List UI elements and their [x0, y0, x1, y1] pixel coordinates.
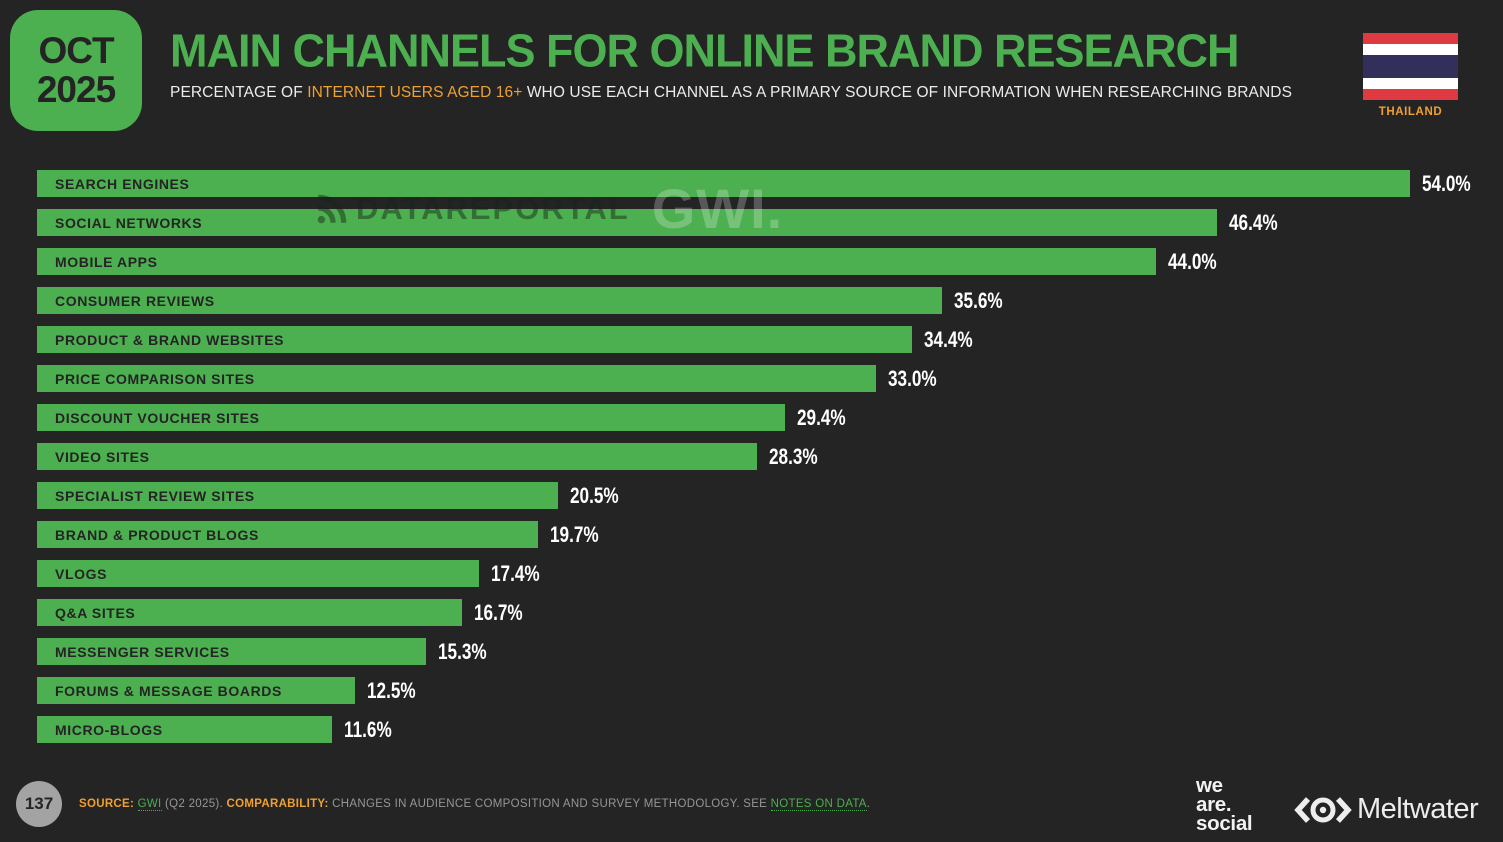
bar-value-label: 46.4% [1228, 209, 1278, 235]
chart-row: SPECIALIST REVIEW SITES 20.5% [37, 482, 1410, 509]
bar-category-label: PRICE COMPARISON SITES [55, 370, 255, 387]
bar-value-label: 35.6% [954, 287, 1003, 313]
flag-stripe-white-top [1363, 44, 1458, 56]
subtitle-prefix: PERCENTAGE OF [170, 84, 308, 101]
bar: SOCIAL NETWORKS [37, 209, 1217, 236]
bar-value-label: 44.0% [1167, 248, 1217, 274]
bar-value-label: 17.4% [491, 560, 541, 586]
bar-category-label: VLOGS [55, 565, 108, 582]
bar-category-label: SPECIALIST REVIEW SITES [55, 487, 255, 504]
date-badge-month: OCT [38, 29, 114, 71]
flag-stripe-red-top [1363, 33, 1458, 45]
source-label: SOURCE: [79, 798, 135, 810]
bar-category-label: SEARCH ENGINES [55, 175, 190, 192]
chart-row: SEARCH ENGINES 54.0% [37, 170, 1471, 197]
bar-category-label: CONSUMER REVIEWS [55, 292, 215, 309]
chart-row: Q&A SITES 16.7% [37, 599, 1410, 626]
bar: CONSUMER REVIEWS [37, 287, 943, 314]
we-are-social-logo: we are. social [1196, 774, 1253, 835]
date-badge: OCT 2025 [10, 10, 142, 131]
bar-value-label: 12.5% [366, 677, 416, 703]
bar-value-label: 16.7% [473, 599, 523, 625]
thailand-flag-icon [1363, 33, 1458, 101]
chart-row: MOBILE APPS 44.0% [37, 248, 1410, 275]
source-note: SOURCE: GWI (Q2 2025). COMPARABILITY: CH… [79, 798, 871, 811]
chart-row: SOCIAL NETWORKS 46.4% [37, 209, 1410, 236]
bar-category-label: MOBILE APPS [55, 253, 158, 270]
bar-value-label: 20.5% [570, 482, 619, 508]
bar-value-label: 54.0% [1422, 170, 1471, 196]
bar-category-label: DISCOUNT VOUCHER SITES [55, 409, 260, 426]
bar-chart: SEARCH ENGINES 54.0% SOCIAL NETWORKS 46.… [37, 170, 1471, 755]
chart-row: BRAND & PRODUCT BLOGS 19.7% [37, 521, 1410, 548]
bar: SEARCH ENGINES [37, 170, 1410, 197]
source-gwi-link[interactable]: GWI [137, 798, 162, 811]
bar: VIDEO SITES [37, 443, 757, 470]
meltwater-logo: Meltwater [1294, 793, 1479, 826]
was-line-3: social [1196, 812, 1253, 835]
chart-row: VIDEO SITES 28.3% [37, 443, 1410, 470]
source-detail: (Q2 2025). [161, 798, 227, 810]
bar-category-label: Q&A SITES [55, 604, 136, 621]
flag-stripe-red-bottom [1363, 88, 1458, 101]
bar-value-label: 15.3% [438, 638, 487, 664]
comparability-text: CHANGES IN AUDIENCE COMPOSITION AND SURV… [328, 798, 771, 810]
notes-on-data-link[interactable]: NOTES ON DATA [770, 798, 867, 811]
bar-category-label: PRODUCT & BRAND WEBSITES [55, 331, 285, 348]
was-line-1: we [1196, 774, 1223, 797]
bar-value-label: 28.3% [768, 443, 818, 469]
bar-value-label: 11.6% [343, 716, 392, 742]
bar: BRAND & PRODUCT BLOGS [37, 521, 538, 548]
chart-row: DISCOUNT VOUCHER SITES 29.4% [37, 404, 1410, 431]
bar: MICRO-BLOGS [37, 716, 332, 743]
bar-category-label: MICRO-BLOGS [55, 721, 163, 738]
page-subtitle: PERCENTAGE OF INTERNET USERS AGED 16+ WH… [170, 84, 1292, 102]
chart-row: FORUMS & MESSAGE BOARDS 12.5% [37, 677, 1410, 704]
bar: MESSENGER SERVICES [37, 638, 426, 665]
page-number-badge: 137 [16, 781, 62, 827]
sentence-end: . [866, 798, 871, 810]
chart-row: PRODUCT & BRAND WEBSITES 34.4% [37, 326, 1410, 353]
was-line-2: are. [1196, 793, 1232, 816]
bar: DISCOUNT VOUCHER SITES [37, 404, 785, 431]
subtitle-suffix: WHO USE EACH CHANNEL AS A PRIMARY SOURCE… [522, 84, 1293, 101]
meltwater-eye-icon [1294, 796, 1352, 823]
bar-category-label: BRAND & PRODUCT BLOGS [55, 526, 259, 543]
bar: FORUMS & MESSAGE BOARDS [37, 677, 355, 704]
bar-value-label: 34.4% [923, 326, 973, 352]
chart-row: PRICE COMPARISON SITES 33.0% [37, 365, 1410, 392]
country-label: THAILAND [1378, 106, 1443, 118]
bar: PRODUCT & BRAND WEBSITES [37, 326, 912, 353]
bar-category-label: VIDEO SITES [55, 448, 150, 465]
bar-category-label: FORUMS & MESSAGE BOARDS [55, 682, 282, 699]
bar: SPECIALIST REVIEW SITES [37, 482, 559, 509]
meltwater-wordmark: Meltwater [1357, 793, 1479, 825]
flag-stripe-white-bottom [1363, 77, 1458, 89]
flag-stripe-navy [1363, 55, 1458, 78]
bar: MOBILE APPS [37, 248, 1156, 275]
chart-row: MESSENGER SERVICES 15.3% [37, 638, 1410, 665]
bar-category-label: MESSENGER SERVICES [55, 643, 230, 660]
date-badge-year: 2025 [36, 68, 116, 110]
chart-row: MICRO-BLOGS 11.6% [37, 716, 1410, 743]
bar-category-label: SOCIAL NETWORKS [55, 214, 203, 231]
bar-value-label: 29.4% [796, 404, 846, 430]
page-number: 137 [24, 794, 54, 813]
chart-row: VLOGS 17.4% [37, 560, 1410, 587]
bar-value-label: 33.0% [888, 365, 937, 391]
bar: PRICE COMPARISON SITES [37, 365, 877, 392]
page-title: MAIN CHANNELS FOR ONLINE BRAND RESEARCH [170, 24, 1240, 78]
bar: VLOGS [37, 560, 480, 587]
subtitle-highlight: INTERNET USERS AGED 16+ [307, 84, 523, 101]
chart-row: CONSUMER REVIEWS 35.6% [37, 287, 1410, 314]
comparability-label: COMPARABILITY: [226, 798, 329, 810]
bar-value-label: 19.7% [549, 521, 599, 547]
bar: Q&A SITES [37, 599, 462, 626]
